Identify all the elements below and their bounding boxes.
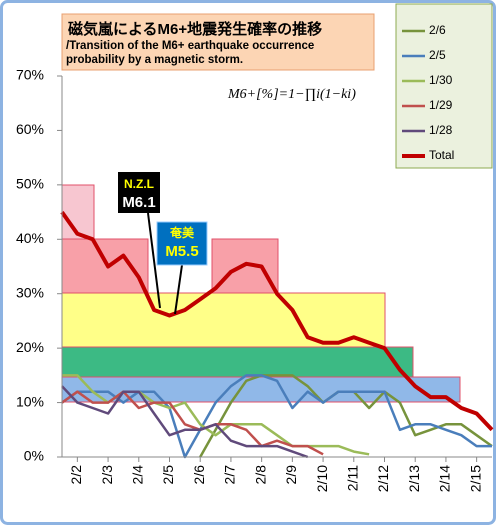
x-tick-label: 2/15 — [467, 465, 483, 492]
series-line — [61, 385, 309, 459]
x-tick-label: 2/10 — [314, 465, 330, 492]
legend-label: 2/5 — [429, 48, 446, 62]
series-line — [61, 374, 492, 459]
y-tick-label: 20% — [16, 339, 44, 355]
y-tick-label: 40% — [16, 230, 44, 246]
legend-label: 1/29 — [429, 98, 453, 112]
annotation-magnitude: M6.1 — [122, 194, 155, 211]
annotation-box — [118, 172, 160, 213]
x-tick-label: 2/12 — [375, 465, 391, 492]
arrow — [174, 264, 183, 315]
chart-subtitle: /Transition of the M6+ earthquake occurr… — [66, 40, 315, 66]
legend-label: 2/6 — [429, 23, 446, 37]
title-box — [61, 13, 375, 71]
series-line — [60, 210, 494, 432]
annotation-box — [156, 221, 208, 266]
annotation-place: N.Z.L — [124, 177, 154, 191]
x-tick-label: 2/9 — [283, 465, 299, 485]
arrow — [147, 212, 161, 309]
x-tick-label: 2/13 — [406, 465, 422, 492]
x-tick-label: 2/5 — [160, 465, 176, 485]
chart-title: 磁気嵐によるM6+地震発生確率の推移 — [68, 20, 322, 38]
legend-label: Total — [429, 148, 454, 162]
legend-label: 1/28 — [429, 123, 453, 137]
x-tick-label: 2/14 — [437, 465, 453, 492]
x-tick-label: 2/7 — [222, 465, 238, 485]
y-tick-label: 30% — [16, 284, 44, 300]
y-tick-label: 50% — [16, 176, 44, 192]
y-tick-label: 0% — [24, 448, 44, 464]
x-tick-label: 2/11 — [344, 465, 360, 491]
y-tick-label: 10% — [16, 393, 44, 409]
series-line — [61, 390, 324, 456]
x-tick-label: 2/2 — [68, 465, 84, 485]
x-tick-label: 2/4 — [129, 465, 145, 485]
formula: M6+[%]=1−∏i(1−ki) — [227, 87, 356, 102]
y-tick-label: 70% — [16, 67, 44, 83]
x-tick-label: 2/3 — [99, 465, 115, 485]
annotation-magnitude: M5.5 — [165, 243, 198, 260]
zones — [61, 184, 461, 403]
subtitle-box: /Transition of the M6+ earthquake occurr… — [66, 40, 315, 66]
x-tick-label: 2/6 — [191, 465, 207, 485]
x-tick-label: 2/8 — [252, 465, 268, 485]
annotation-place: 奄美 — [169, 225, 195, 240]
y-tick-label: 60% — [16, 121, 44, 137]
legend-label: 1/30 — [429, 73, 453, 87]
